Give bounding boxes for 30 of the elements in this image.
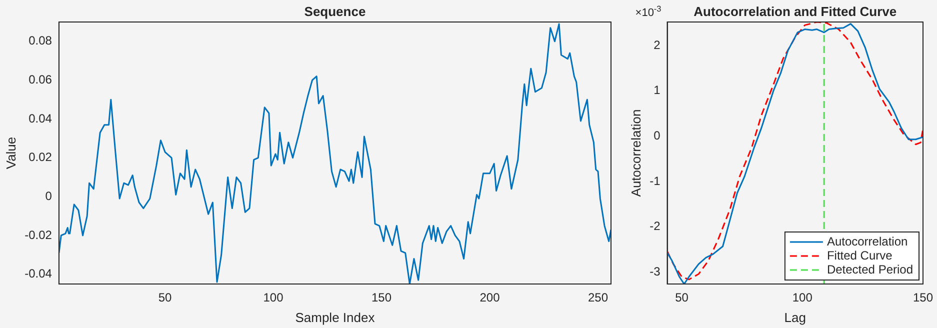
chart-title: Sequence	[304, 4, 366, 19]
x-tick-label: 250	[588, 290, 608, 305]
x-tick-label: 150	[372, 290, 392, 305]
x-axis-title: Lag	[784, 310, 806, 325]
chart-title: Autocorrelation and Fitted Curve	[694, 4, 897, 19]
x-tick-label: 150	[912, 290, 934, 305]
y-tick-label: -1	[650, 174, 661, 188]
y-tick-label: 0.08	[28, 34, 52, 48]
y-axis-title: Autocorrelation	[628, 109, 644, 197]
y-tick-label: -0.04	[24, 266, 52, 281]
y-tick-label: 2	[654, 38, 661, 52]
y-tick-label: -2	[650, 219, 661, 234]
legend-label: Fitted Curve	[826, 248, 893, 262]
y-tick-label: 0.02	[28, 150, 52, 164]
legend-label: Autocorrelation	[826, 234, 908, 248]
ref-line-label: Detected Period	[826, 262, 914, 276]
x-axis-title: Sample Index	[295, 310, 376, 325]
y-tick-label: 0	[45, 188, 52, 203]
x-tick-label: 200	[480, 290, 500, 305]
y-tick-label: 0.04	[28, 111, 52, 126]
x-tick-label: 100	[263, 290, 284, 305]
x-tick-label: 50	[675, 290, 689, 305]
y-tick-label: 1	[654, 83, 661, 98]
y-tick-label: -3	[650, 264, 661, 279]
x-tick-label: 50	[158, 290, 172, 305]
y-tick-label: 0	[654, 128, 661, 143]
y-tick-label: 0.06	[28, 72, 52, 87]
y-axis-title: Value	[3, 136, 18, 170]
x-tick-label: 100	[792, 290, 813, 305]
y-tick-label: -0.02	[24, 228, 52, 242]
